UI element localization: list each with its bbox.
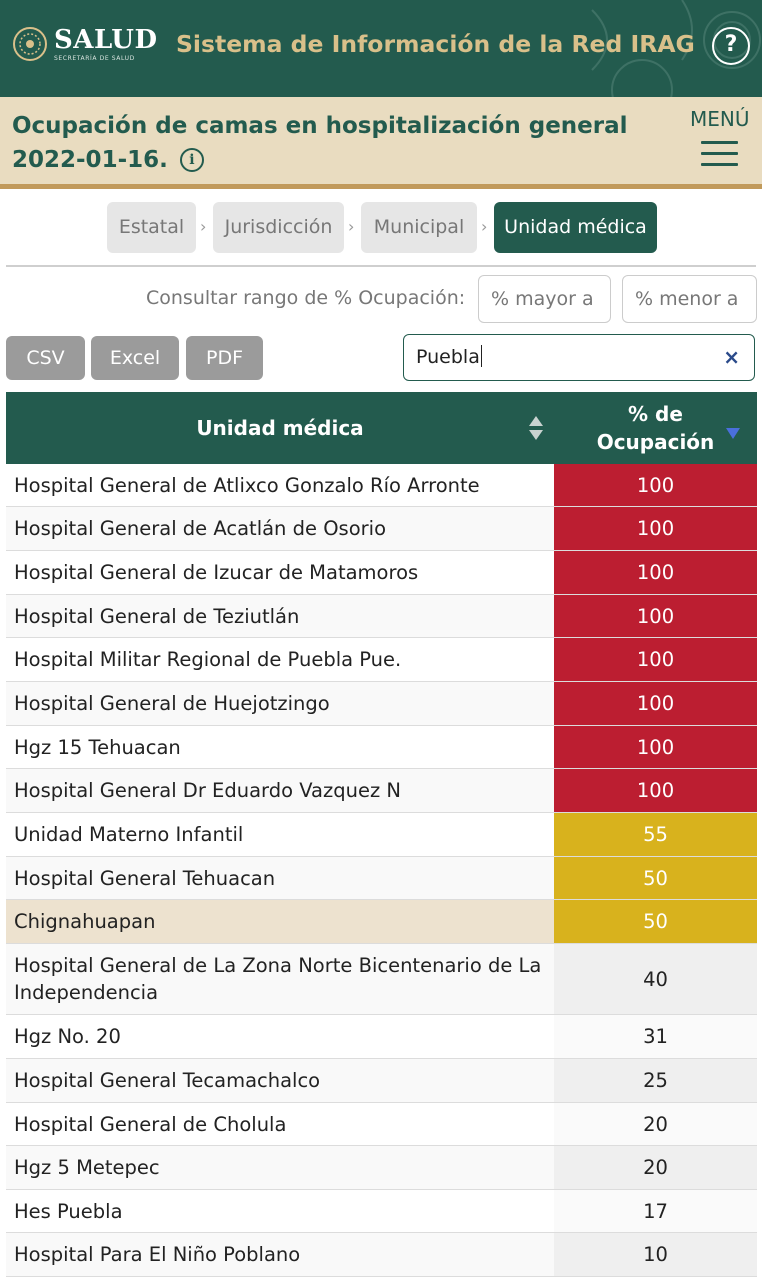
hamburger-menu-icon[interactable] — [701, 141, 738, 167]
unit-name-cell: Hospital Para El Niño Poblano — [6, 1233, 554, 1276]
excel-button[interactable]: Excel — [91, 336, 179, 380]
table-body: Hospital General de Atlixco Gonzalo Río … — [6, 464, 757, 1277]
unit-name-cell: Hgz No. 20 — [14, 1025, 121, 1048]
info-icon[interactable]: i — [179, 148, 204, 172]
breadcrumb: Estatal › Jurisdicción › Municipal › Uni… — [0, 202, 762, 254]
table-row[interactable]: Hospital General de Izucar de Matamoros 1… — [6, 551, 757, 595]
column-header-unidad[interactable]: Unidad médica — [196, 416, 364, 440]
divider — [6, 265, 756, 267]
table-row[interactable]: Chignahuapan 50 — [6, 900, 757, 944]
unit-name-cell: Hospital General de La Zona Norte Bicent… — [6, 944, 554, 1014]
chevron-right-icon: › — [200, 217, 207, 236]
table-row[interactable]: Unidad Materno Infantil 55 — [6, 813, 757, 857]
occupancy-cell: 100 — [554, 551, 757, 594]
occupancy-cell: 31 — [554, 1015, 757, 1058]
unit-name-cell: Hospital General Tecamachalco — [6, 1059, 554, 1102]
table-row[interactable]: Hospital Militar Regional de Puebla Pue.… — [6, 638, 757, 682]
chevron-right-icon: › — [481, 217, 488, 236]
table-row[interactable]: Hospital General Tehuacan 50 — [6, 857, 757, 900]
table-row[interactable]: Hospital General de Teziutlán 100 — [6, 595, 757, 638]
salud-logo[interactable]: SALUD SECRETARÍA DE SALUD — [12, 26, 158, 62]
table-row[interactable]: Hospital General de Atlixco Gonzalo Río … — [6, 464, 757, 507]
occupancy-cell: 100 — [554, 769, 757, 812]
unit-name-cell: Hospital General Tehuacan — [6, 857, 554, 899]
unit-name-cell: Hospital General de Atlixco Gonzalo Río … — [14, 473, 480, 497]
table-row[interactable]: Hospital General de La Zona Norte Bicent… — [6, 944, 757, 1015]
unit-name-cell: Unidad Materno Infantil — [14, 823, 244, 846]
occupancy-cell: 100 — [554, 682, 757, 725]
system-title: Sistema de Información de la Red IRAG — [176, 30, 695, 58]
table-header: Unidad médica % de Ocupación — [6, 392, 757, 464]
page-title-text: Ocupación de camas en hospitalización ge… — [12, 113, 628, 139]
unit-name-cell: Hospital Militar Regional de Puebla Pue. — [14, 648, 402, 671]
unit-name-cell: Hospital General de Acatlán de Osorio — [6, 507, 554, 550]
pdf-button[interactable]: PDF — [186, 336, 263, 380]
table-row[interactable]: Hes Puebla 17 — [6, 1190, 757, 1233]
unit-name-cell: Hospital General de Teziutlán — [6, 595, 554, 637]
table-row[interactable]: Hospital General Dr Eduardo Vazquez N 100 — [6, 769, 757, 813]
range-max-input[interactable]: % menor a — [622, 275, 757, 323]
menu-label[interactable]: MENÚ — [690, 107, 750, 131]
range-label: Consultar rango de % Ocupación: — [146, 287, 466, 309]
occupancy-cell: 55 — [554, 813, 757, 856]
occupancy-cell: 20 — [554, 1146, 757, 1189]
unit-name-cell: Hospital General de Cholula — [14, 1112, 287, 1136]
occupancy-cell: 40 — [554, 944, 757, 1014]
table-row[interactable]: Hospital General de Huejotzingo 100 — [6, 682, 757, 726]
tab-estatal[interactable]: Estatal — [107, 202, 196, 253]
logo-subtitle: SECRETARÍA DE SALUD — [54, 54, 135, 62]
national-seal-icon — [13, 27, 47, 61]
occupancy-cell: 100 — [554, 507, 757, 550]
tab-unidad-medica[interactable]: Unidad médica — [494, 202, 657, 253]
logo-word: SALUD — [54, 24, 158, 55]
unit-name-cell: Hospital General de Izucar de Matamoros — [14, 561, 419, 584]
help-icon[interactable]: ? — [712, 27, 750, 65]
occupancy-cell: 50 — [554, 857, 757, 899]
occupancy-cell: 10 — [554, 1233, 757, 1276]
sort-descending-icon[interactable] — [726, 428, 740, 439]
unit-name-cell: Hospital General de Huejotzingo — [6, 682, 554, 725]
table-row[interactable]: Hospital General de Acatlán de Osorio 100 — [6, 507, 757, 551]
sort-icon[interactable] — [528, 414, 544, 442]
occupancy-cell: 50 — [554, 900, 757, 943]
table-row[interactable]: Hgz 5 Metepec 20 — [6, 1146, 757, 1190]
column-header-ocupacion[interactable]: % de Ocupación — [596, 402, 715, 454]
page-header: Ocupación de camas en hospitalización ge… — [0, 97, 762, 189]
search-input[interactable]: Puebla × — [403, 334, 755, 381]
table-row[interactable]: Hgz 15 Tehuacan 100 — [6, 726, 757, 769]
occupancy-cell: 100 — [554, 595, 757, 637]
occupancy-cell: 17 — [554, 1190, 757, 1232]
chevron-right-icon: › — [348, 217, 355, 236]
unit-name-cell: Hes Puebla — [14, 1199, 123, 1223]
range-min-input[interactable]: % mayor a — [478, 275, 611, 323]
occupancy-cell: 25 — [554, 1059, 757, 1102]
tab-jurisdiccion[interactable]: Jurisdicción — [213, 202, 344, 253]
occupancy-cell: 100 — [554, 638, 757, 681]
csv-button[interactable]: CSV — [6, 336, 85, 380]
unit-name-cell: Hospital General Dr Eduardo Vazquez N — [6, 769, 554, 812]
page-date: 2022-01-16. — [12, 147, 168, 173]
occupancy-cell: 100 — [554, 726, 757, 768]
top-header: SALUD SECRETARÍA DE SALUD Sistema de Inf… — [0, 0, 762, 97]
clear-icon[interactable]: × — [723, 345, 740, 369]
search-value: Puebla — [416, 335, 483, 380]
page-title: Ocupación de camas en hospitalización ge… — [12, 109, 652, 177]
unit-name-cell: Hgz 15 Tehuacan — [14, 735, 181, 759]
occupancy-cell: 100 — [554, 464, 757, 506]
table-row[interactable]: Hgz No. 20 31 — [6, 1015, 757, 1059]
unit-name-cell: Chignahuapan — [6, 900, 554, 943]
unit-name-cell: Hgz 5 Metepec — [6, 1146, 554, 1189]
table-row[interactable]: Hospital Para El Niño Poblano 10 — [6, 1233, 757, 1277]
table-row[interactable]: Hospital General de Cholula 20 — [6, 1103, 757, 1146]
tab-municipal[interactable]: Municipal — [361, 202, 477, 253]
occupancy-cell: 20 — [554, 1103, 757, 1145]
table-row[interactable]: Hospital General Tecamachalco 25 — [6, 1059, 757, 1103]
